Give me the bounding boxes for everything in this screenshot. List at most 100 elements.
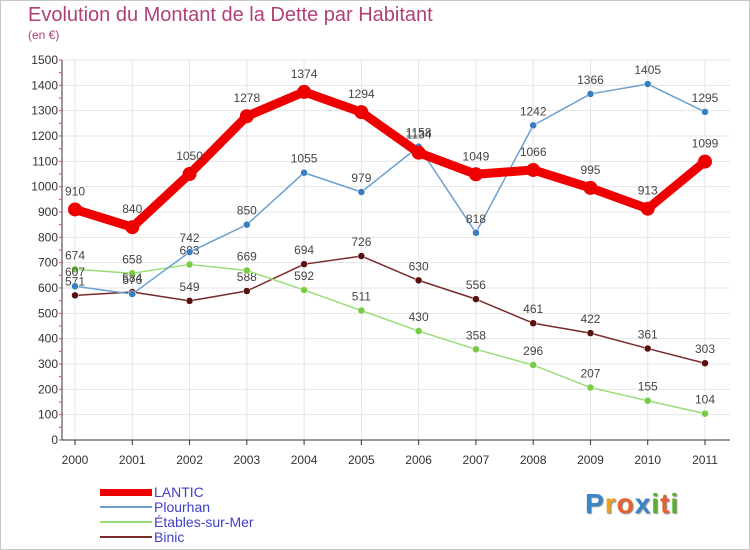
x-tick-label: 2005 [348,453,375,467]
data-label: 1242 [520,104,547,118]
y-tick-label: 1300 [31,104,58,118]
data-label: 630 [409,259,429,273]
data-label: 658 [122,252,142,266]
legend-swatch-etables [100,521,152,523]
data-label: 588 [237,270,257,284]
data-point [297,84,312,99]
data-label: 1055 [291,152,318,166]
data-point [243,287,251,295]
legend-item-binic: Binic [100,529,185,545]
data-label: 1294 [348,87,375,101]
data-label: 1405 [634,63,661,77]
legend-item-lantic: LANTIC [100,484,204,500]
data-label: 303 [695,342,715,356]
data-point [300,260,308,268]
data-label: 850 [237,204,257,218]
chart-subtitle: (en €) [28,28,60,42]
x-tick-label: 2000 [62,453,89,467]
data-label: 1134 [406,128,432,142]
data-label: 742 [180,231,200,245]
data-point [71,282,79,290]
data-label: 913 [638,184,658,198]
data-label: 207 [580,367,600,381]
data-point [357,306,366,315]
data-label: 511 [352,290,371,304]
data-label: 104 [695,393,715,407]
series-line [74,255,706,364]
data-point [128,290,137,298]
series-line [70,87,710,232]
logo-letter: o [616,488,635,519]
data-label: 1050 [176,149,203,163]
data-point [128,269,137,278]
x-tick-label: 2004 [291,453,318,467]
data-label: 361 [638,328,658,342]
data-label: 1099 [692,137,719,151]
data-label: 430 [409,310,429,324]
data-label: 549 [180,280,200,294]
chart-legend: LANTIC Plourhan Étables-sur-Mer Binic [100,484,340,545]
data-label: 1295 [692,91,719,105]
x-tick-label: 2003 [233,453,260,467]
x-tick-label: 2010 [634,453,661,467]
data-point [472,345,480,354]
data-point [300,168,308,177]
y-tick-label: 800 [38,230,58,244]
legend-label-plourhan: Plourhan [154,499,211,515]
data-point [701,359,709,367]
y-tick-label: 300 [38,357,58,371]
data-point [586,383,595,392]
data-point [71,291,79,300]
y-tick-label: 1400 [31,78,58,92]
legend-swatch-lantic [100,488,152,496]
data-point [411,145,426,160]
series-line [74,83,706,295]
data-point [643,396,652,405]
data-point [243,220,251,229]
data-label: 840 [122,202,142,216]
data-point [586,90,595,98]
data-label: 1158 [406,126,432,140]
y-tick-label: 1200 [31,129,58,143]
data-point [472,295,480,303]
data-label: 556 [466,278,486,292]
data-label: 576 [122,273,142,287]
legend-swatch-binic [100,536,152,538]
data-label: 592 [294,269,314,283]
data-label: 1049 [463,149,490,163]
data-point [185,248,194,256]
y-tick-label: 200 [38,382,58,396]
data-point [357,188,366,196]
data-label: 571 [65,274,85,288]
data-point [529,319,537,327]
data-point [414,327,423,335]
data-point [68,202,82,217]
x-tick-label: 2009 [577,453,604,467]
data-point [185,260,194,269]
data-label: 607 [65,265,85,279]
data-point [643,80,652,88]
y-tick-label: 700 [38,256,58,270]
data-point [529,121,537,130]
data-point [643,344,652,353]
legend-swatch-plourhan [100,506,152,508]
data-label: 674 [65,248,85,262]
data-label: 669 [237,250,257,264]
y-tick-label: 1500 [31,53,58,67]
x-tick-label: 2008 [520,453,547,467]
legend-item-etables: Étables-sur-Mer [100,514,254,530]
data-point [468,167,483,182]
data-point [185,297,194,305]
data-label: 995 [580,163,600,177]
logo-letter: P [585,488,605,519]
data-label: 296 [523,344,543,358]
data-point [354,105,369,120]
data-point [125,220,140,235]
data-label: 910 [65,184,85,198]
chart-title: Evolution du Montant de la Dette par Hab… [28,4,433,26]
x-tick-label: 2002 [176,453,203,467]
data-label: 1066 [520,145,547,159]
line-chart: 0 100 200 300 400 500 600 700 800 900 1000 1100 1200… [31,53,730,467]
legend-label-lantic: LANTIC [154,484,204,500]
legend-label-binic: Binic [154,529,185,545]
